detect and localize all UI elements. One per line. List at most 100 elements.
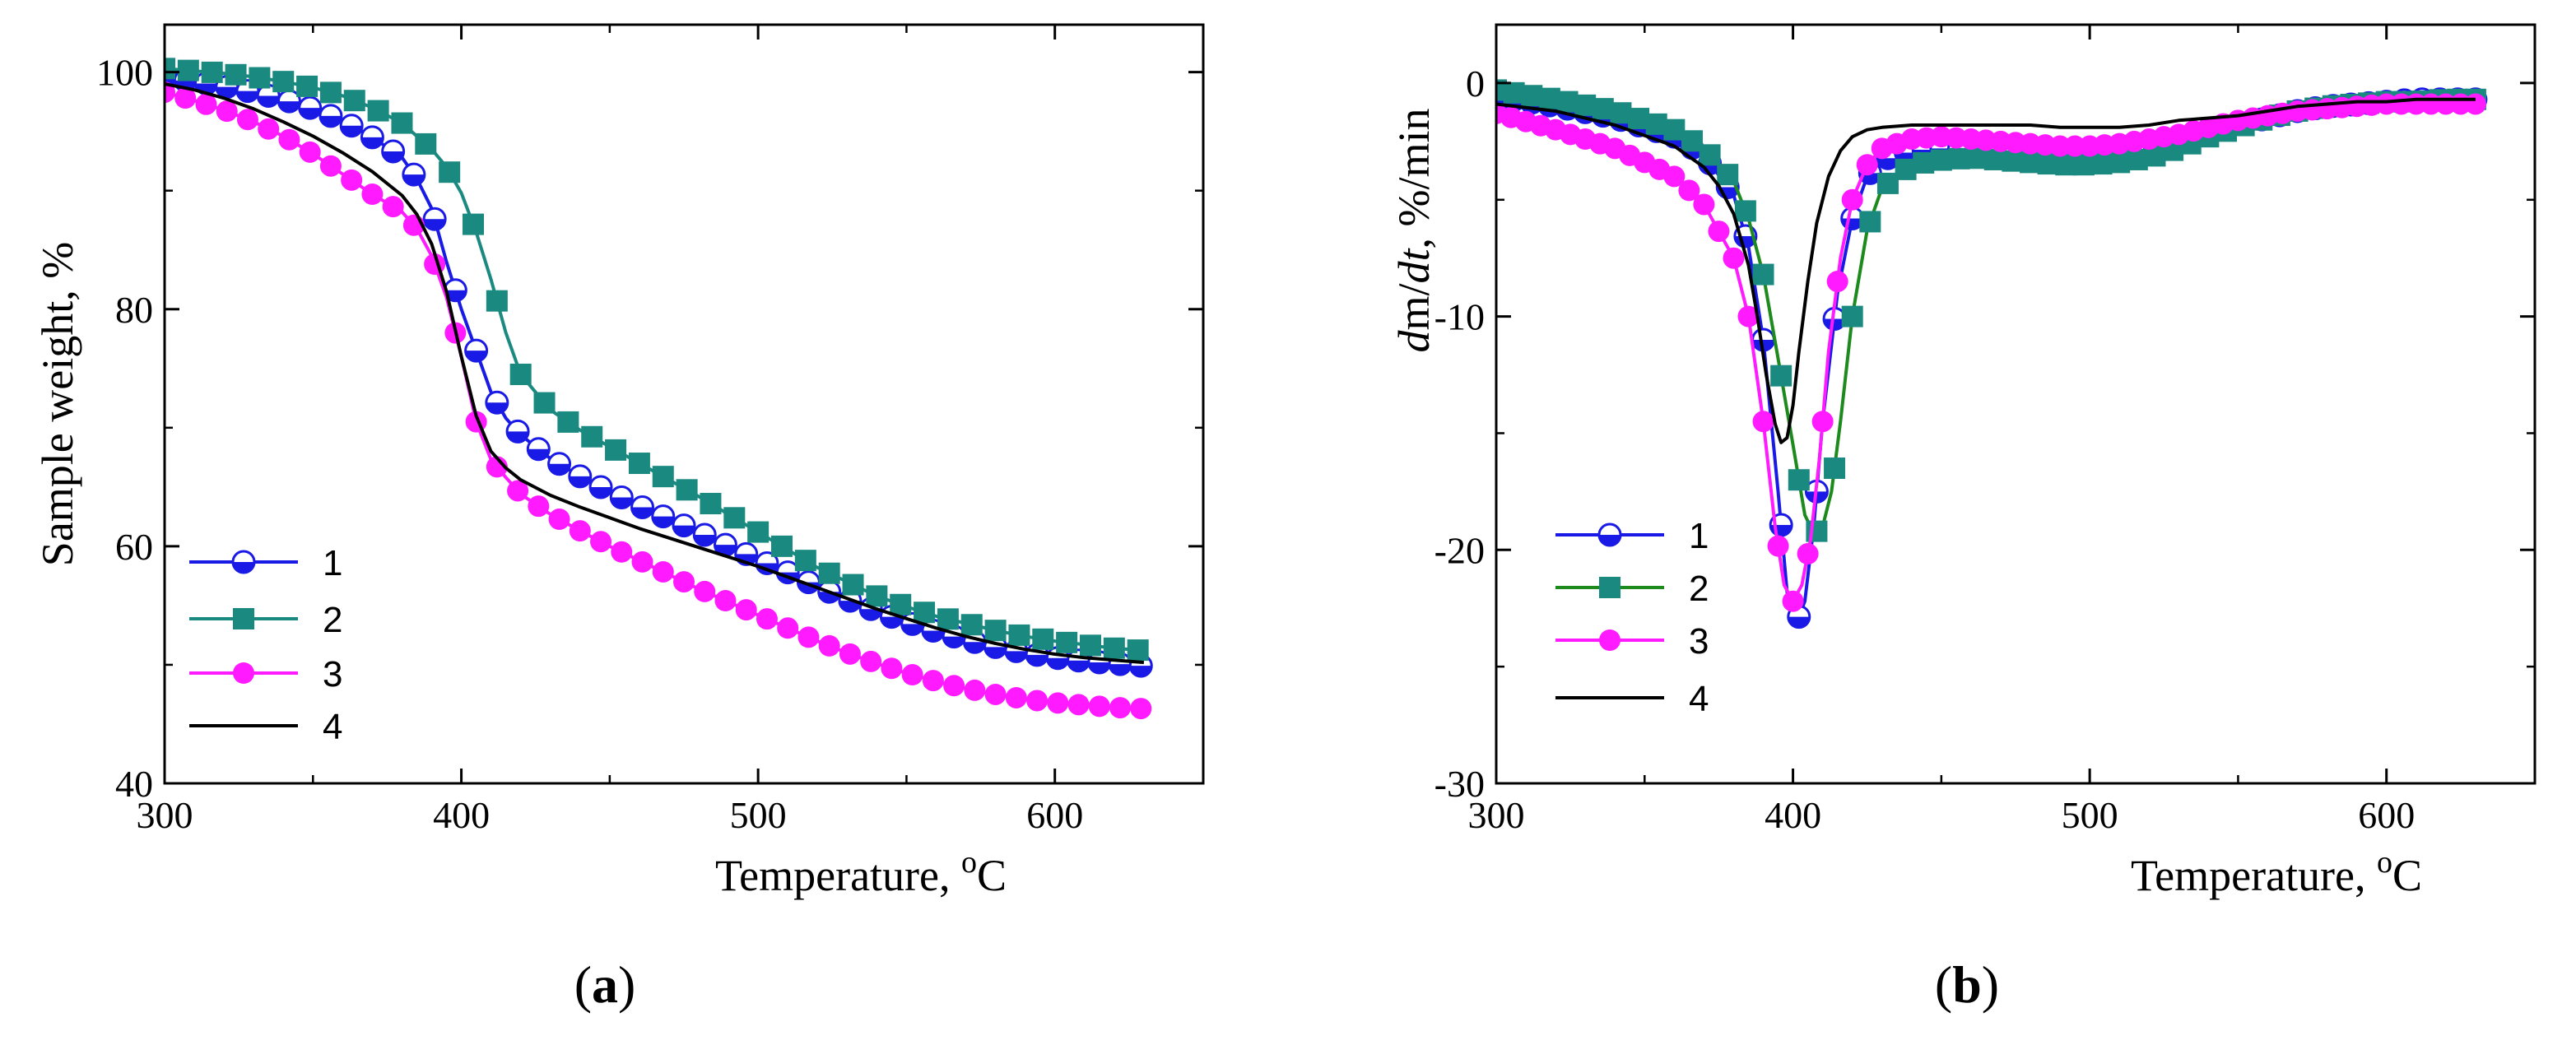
chart-a-series-2-point-4 <box>249 67 271 89</box>
chart-a-series-1-point-4 <box>235 79 260 104</box>
chart-b-legend-item-2: 2 <box>1555 569 1709 609</box>
chart-a-series-3-point-24 <box>652 560 674 583</box>
chart-a-series-2-point-21 <box>652 466 674 488</box>
chart-b-legend-label-1: 1 <box>1689 516 1709 556</box>
chart-a-series-3-point-18 <box>528 495 550 518</box>
chart-a-series-1-point-44-fill <box>1067 660 1090 671</box>
chart-a-series-1-point-11 <box>381 139 406 164</box>
chart-a-xtick-label-3: 600 <box>1026 794 1083 836</box>
chart-a-series-3-point-42 <box>1026 690 1049 712</box>
chart-a-series-1-point-35-fill <box>881 616 903 628</box>
chart-a-series-2-point-19 <box>605 439 627 461</box>
chart-b-series-3-point-20 <box>1782 590 1804 612</box>
chart-a-series-1-point-14-fill <box>444 290 467 301</box>
chart-a-legend-label-2: 2 <box>323 600 342 640</box>
chart-a-series-2-point-17 <box>557 411 579 433</box>
chart-a-series-3-point-36 <box>901 664 923 686</box>
chart-a-series-1-point-22-fill <box>611 497 633 509</box>
chart-a-series-3-point-27 <box>714 589 737 611</box>
chart-a-series-1-point-23-fill <box>631 507 653 518</box>
chart-b-legend: 1 2 3 4 <box>1555 516 1709 719</box>
chart-a-series-4 <box>165 82 1145 665</box>
chart-a-series-1-point-25 <box>672 513 696 538</box>
chart-a-series-2-point-2 <box>201 61 223 83</box>
chart-b-xtick-label-3: 600 <box>2358 794 2415 836</box>
chart-a-series-2-point-30 <box>866 585 888 607</box>
chart-a-series-1-point-46-fill <box>1109 664 1132 676</box>
chart-b-series-2-point-17 <box>1788 469 1810 491</box>
chart-a-series-3-point-7 <box>299 141 321 163</box>
chart-a-series-3-point-35 <box>881 657 903 680</box>
chart-a-series-1-point-16 <box>485 390 509 415</box>
chart-a-series-1-point-7-fill <box>299 108 321 119</box>
chart-a-series-1-point-20 <box>568 464 593 489</box>
chart-a-series-layer <box>165 58 1153 720</box>
chart-a-series-2-point-11 <box>415 132 437 155</box>
chart-b-plot-area <box>1496 79 2488 629</box>
chart-a-series-3-point-16 <box>486 456 508 478</box>
chart-a-series-3-point-47 <box>1130 698 1152 720</box>
chart-a-series-2-point-3 <box>225 63 247 86</box>
chart-a-series-1-point-8 <box>319 104 343 128</box>
chart-b-series-3-point-39 <box>2064 135 2086 157</box>
chart-a-legend-marker-1-fill <box>233 562 254 573</box>
chart-a-series-1-point-26-fill <box>694 535 716 546</box>
chart-a-series-1-point-22 <box>609 485 634 510</box>
chart-a-series-2-point-7 <box>319 81 342 104</box>
chart-a-series-3-point-22 <box>611 541 633 563</box>
chart-a-series-2-point-16 <box>533 392 556 414</box>
chart-a-series-2-point-15 <box>509 363 532 385</box>
chart-b-series-2-point-14 <box>1734 200 1756 222</box>
chart-a-series-3-point-46 <box>1109 697 1132 719</box>
chart-b-ytick-label-2: -10 <box>1434 296 1485 338</box>
chart-a-ytick-label-0: 40 <box>115 763 153 805</box>
chart-a-series-1-point-23 <box>630 495 655 519</box>
chart-b-ytick-label-1: -20 <box>1434 529 1485 571</box>
chart-a-series-1-point-15-fill <box>465 351 487 362</box>
chart-b-panel-label: (b) <box>1935 955 1999 1014</box>
chart-a-series-3-point-39 <box>964 679 986 701</box>
chart-a-series-1-point-17-fill <box>507 431 529 443</box>
chart-a-series-2-point-8 <box>343 90 365 112</box>
chart-a-series-3-point-34 <box>860 650 882 672</box>
chart-b-ytick-label-0: -30 <box>1434 763 1485 805</box>
chart-b-legend-item-4: 4 <box>1555 679 1709 719</box>
chart-a-series-2-point-1 <box>177 59 199 81</box>
chart-b-series-3-point-15 <box>1708 221 1730 243</box>
chart-a-series-3-point-25 <box>673 571 695 593</box>
chart-a-series-1-point-10 <box>360 125 384 150</box>
chart-a-series-2-point-39 <box>1079 634 1101 657</box>
chart-a-series-1-point-42-fill <box>1026 654 1049 666</box>
chart-a-legend-marker-2 <box>233 608 254 629</box>
chart-a-series-2-point-33 <box>937 608 959 630</box>
chart-a-series-3-point-32 <box>818 634 840 657</box>
chart-b-series-3-point-14 <box>1693 193 1715 216</box>
chart-b-series-3-point-66 <box>2464 93 2486 115</box>
chart-b-series-2-point-15 <box>1752 263 1774 286</box>
chart-a-series-3-point-45 <box>1088 695 1110 718</box>
chart-b-series-3-point-18 <box>1752 411 1774 433</box>
chart-a-series-2-point-27 <box>794 550 816 572</box>
chart-a-series-2-point-28 <box>818 562 840 584</box>
chart-a-series-1-point-21-fill <box>590 486 612 498</box>
chart-a-series-1-point-4-fill <box>236 91 258 102</box>
chart-b-series-2-point-20 <box>1841 305 1863 327</box>
chart-a-series-2-point-38 <box>1056 631 1078 653</box>
chart-a-series-3-point-43 <box>1047 692 1069 714</box>
chart-b-series-3-point-22 <box>1811 411 1834 433</box>
chart-a-series-3-point-30 <box>777 617 799 639</box>
chart-a-series-1-point-3-fill <box>216 86 238 98</box>
chart-a-series-1-point-38-fill <box>943 636 965 648</box>
chart-b-series-3-point-24 <box>1841 188 1863 211</box>
chart-b-legend-marker-3 <box>1599 629 1620 651</box>
chart-b-legend-item-3: 3 <box>1555 621 1709 662</box>
chart-a-series-1-point-47-fill <box>1130 666 1152 677</box>
chart-a-series-1-point-9 <box>339 114 364 138</box>
chart-a-series-1-point-7 <box>298 95 323 120</box>
chart-a-xlabel: Temperature, oC <box>715 845 1007 900</box>
chart-b-xtick-label-0: 300 <box>1468 794 1525 836</box>
chart-b-xtick-label-2: 500 <box>2062 794 2118 836</box>
chart-a-series-3-point-29 <box>756 608 778 630</box>
